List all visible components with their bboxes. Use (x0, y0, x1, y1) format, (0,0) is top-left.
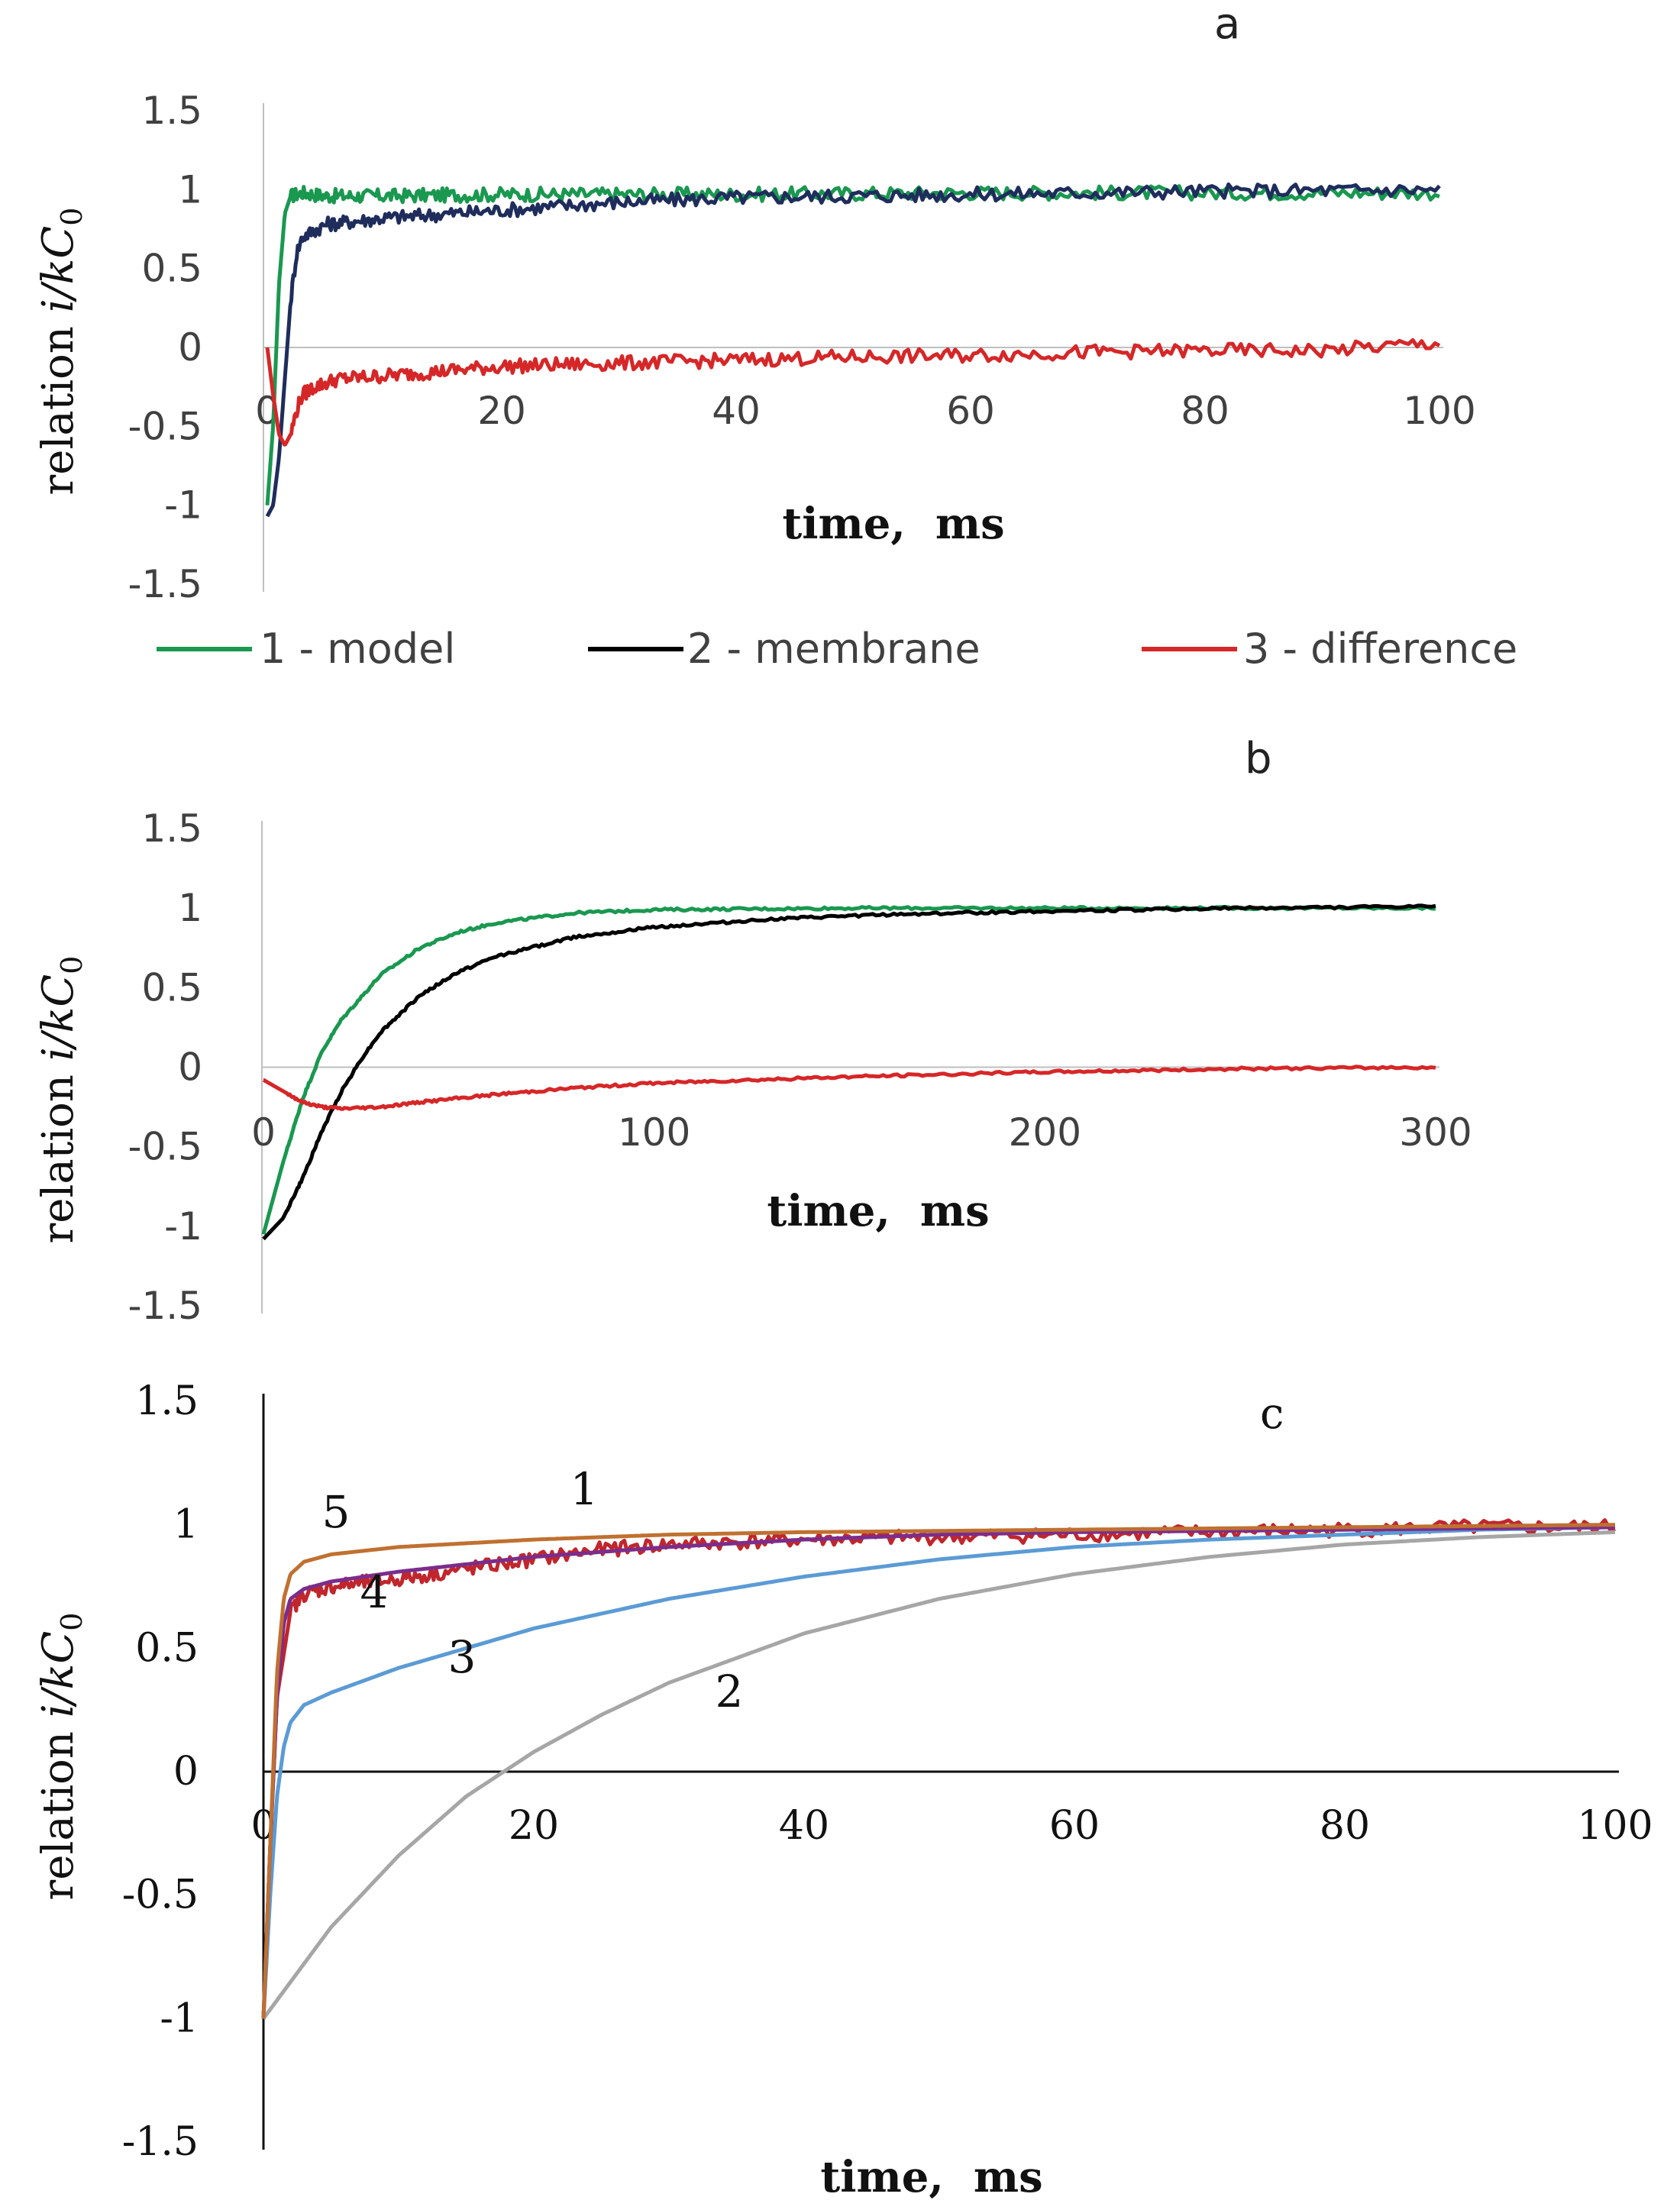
panel-b-x-axis-title: time, ms (767, 1186, 989, 1236)
legend-label-membrane: 2 - membrane (687, 625, 981, 673)
panel-b-y-tick-label: -0.5 (128, 1125, 202, 1169)
panel-b-y-tick-label: -1.5 (128, 1284, 202, 1328)
panel-a-ylabel-text: relation (34, 312, 83, 495)
panel-a-x-tick-label: 100 (1403, 389, 1475, 433)
panel-a-series-2-line (265, 182, 1441, 519)
panel-a-ylabel-italic: i/kC (34, 226, 83, 313)
panel-a-y-tick-label: -0.5 (128, 404, 202, 448)
panel-c-series-1-line (261, 1518, 1616, 2019)
panel-a-x-tick-label: 20 (477, 389, 526, 433)
panel-a-y-tick-label: 1.5 (141, 89, 202, 133)
panel-a-x-tick-label: 40 (712, 389, 761, 433)
panel-c-y-tick-label: 1 (173, 1502, 199, 1548)
panel-c-x-axis-title: time, ms (820, 2152, 1042, 2202)
panel-b-chart: b 1.5 1 0.5 0 -0.5 -1 -1.5 0 100 200 300 relation … (34, 734, 1472, 1328)
panel-c-y-tick-label: 0 (173, 1749, 199, 1795)
panel-c-curve-label-1: 1 (570, 1463, 599, 1515)
panel-b-letter: b (1245, 734, 1272, 784)
panel-b-series-2-line (261, 903, 1436, 1241)
panel-a-series-3-line (265, 338, 1441, 447)
panel-b-ylabel-sub: 0 (55, 956, 89, 974)
panel-a-series-1-line (265, 184, 1440, 506)
panel-b-y-tick-label: 0 (178, 1045, 202, 1090)
panel-c-x-tick-label: 60 (1049, 1803, 1100, 1849)
panel-b-y-tick-label: 0.5 (141, 965, 202, 1010)
panel-a-letter: a (1214, 0, 1240, 49)
panel-b-y-tick-label: -1 (164, 1204, 202, 1249)
panel-c-y-tick-label: 0.5 (135, 1625, 199, 1671)
panel-c-x-tick-label: 40 (779, 1803, 829, 1849)
panel-c-ylabel-italic: i/kC (34, 1631, 83, 1718)
panel-c-y-tick-label: -1 (160, 1995, 199, 2041)
panel-a-x-tick-label: 60 (946, 389, 995, 433)
panel-a-x-tick-label: 80 (1181, 389, 1229, 433)
panel-c-letter: c (1260, 1389, 1284, 1439)
panel-b-x-tick-label: 300 (1399, 1110, 1472, 1155)
panel-a-y-tick-label: -1 (164, 483, 202, 528)
panel-c-y-tick-label: -0.5 (122, 1872, 199, 1918)
panel-c-curve-label-5: 5 (322, 1486, 351, 1538)
panel-a-y-tick-label: -1.5 (128, 562, 202, 606)
panel-b-ylabel-text: relation (34, 1061, 83, 1243)
panel-c-x-tick-label: 100 (1577, 1803, 1653, 1849)
panel-c-y-tick-label: 1.5 (135, 1378, 199, 1424)
panel-b-x-tick-label: 200 (1009, 1110, 1081, 1155)
panel-c-series-4-line (261, 1525, 1616, 2019)
panel-a-ylabel-sub: 0 (55, 208, 89, 226)
panel-c-chart: c 1.5 1 0.5 0 -0.5 -1 -1.5 0 20 40 60 80 100 1 2 3 45 r… (34, 1378, 1653, 2202)
panel-c-ylabel-text: relation (34, 1717, 83, 1900)
panel-a-legend: 1 - model 2 - membrane 3 - difference (157, 625, 1517, 673)
panel-b-y-axis-title: relation i/kC0 (34, 956, 89, 1244)
panel-c-ylabel-sub: 0 (55, 1613, 89, 1631)
panel-b-x-tick-label: 100 (618, 1110, 690, 1155)
panel-a-y-axis-title: relation i/kC0 (34, 208, 89, 496)
panel-b-y-tick-label: 1 (178, 886, 202, 930)
panel-c-series-2-line (261, 1530, 1616, 2021)
panel-b-ylabel-italic: i/kC (34, 974, 83, 1061)
panel-b-y-tick-label: 1.5 (141, 806, 202, 851)
legend-label-model: 1 - model (260, 625, 455, 673)
panel-b-series-3-line (261, 1065, 1436, 1111)
panel-c-x-tick-label: 80 (1320, 1803, 1370, 1849)
panel-c-series-3-line (261, 1525, 1616, 2019)
panel-a-y-tick-label: 0 (178, 325, 202, 370)
panel-c-y-tick-label: -1.5 (122, 2119, 199, 2165)
panel-a-chart: a 1.5 1 0.5 0 -0.5 -1 -1.5 0 20 40 60 80 100 relatio… (34, 0, 1517, 673)
panel-c-curve-label-4: 4 (360, 1566, 389, 1618)
panel-c-series-5-line (261, 1523, 1615, 2019)
panel-b-x-tick-label: 0 (251, 1110, 276, 1155)
panel-c-curve-label-2: 2 (716, 1666, 744, 1717)
panel-c-curve-label-3: 3 (448, 1631, 477, 1683)
legend-label-difference: 3 - difference (1243, 625, 1517, 673)
panel-c-x-tick-label: 20 (509, 1803, 559, 1849)
panel-a-y-tick-label: 0.5 (141, 247, 202, 291)
panel-b-series-1-line (261, 905, 1436, 1236)
panel-a-x-axis-title: time, ms (782, 499, 1004, 549)
panel-c-y-axis-title: relation i/kC0 (34, 1613, 89, 1901)
panel-a-y-tick-label: 1 (178, 167, 202, 212)
